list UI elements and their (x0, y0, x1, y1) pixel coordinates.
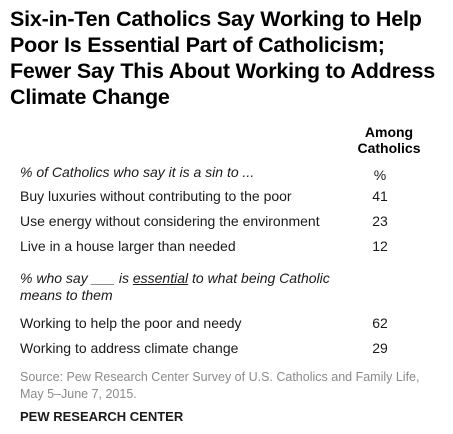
table-row: Buy luxuries without contributing to the… (20, 186, 440, 206)
section-heading-sin: % of Catholics who say it is a sin to ..… (20, 164, 255, 180)
row-label: Working to address climate change (20, 340, 239, 356)
row-label: Use energy without considering the envir… (20, 213, 320, 229)
unit-label: % (373, 167, 387, 183)
row-value: 12 (372, 238, 388, 254)
row-label: Working to help the poor and needy (20, 315, 242, 331)
table-row: Working to address climate change 29 (20, 338, 440, 358)
table-row: Working to help the poor and needy 62 (20, 313, 440, 333)
column-header: Among Catholics (357, 124, 421, 156)
row-value: 41 (372, 188, 388, 204)
chart-title: Six-in-Ten Catholics Say Working to Help… (10, 7, 436, 109)
row-value: 62 (372, 315, 388, 331)
table-row: Use energy without considering the envir… (20, 211, 440, 231)
table-row: Live in a house larger than needed 12 (20, 236, 440, 256)
source-note: Source: Pew Research Center Survey of U.… (20, 370, 420, 401)
organization-credit: PEW RESEARCH CENTER (20, 409, 184, 424)
heading-part: % who say ___ is (20, 270, 133, 286)
row-label: Live in a house larger than needed (20, 238, 236, 254)
row-value: 29 (372, 340, 388, 356)
section-heading-essential: % who say ___ is essential to what being… (20, 270, 350, 304)
heading-emphasis: essential (132, 270, 189, 286)
row-label: Buy luxuries without contributing to the… (20, 188, 292, 204)
row-value: 23 (372, 213, 388, 229)
heading-part: to what being Catholic means to them (20, 270, 330, 303)
